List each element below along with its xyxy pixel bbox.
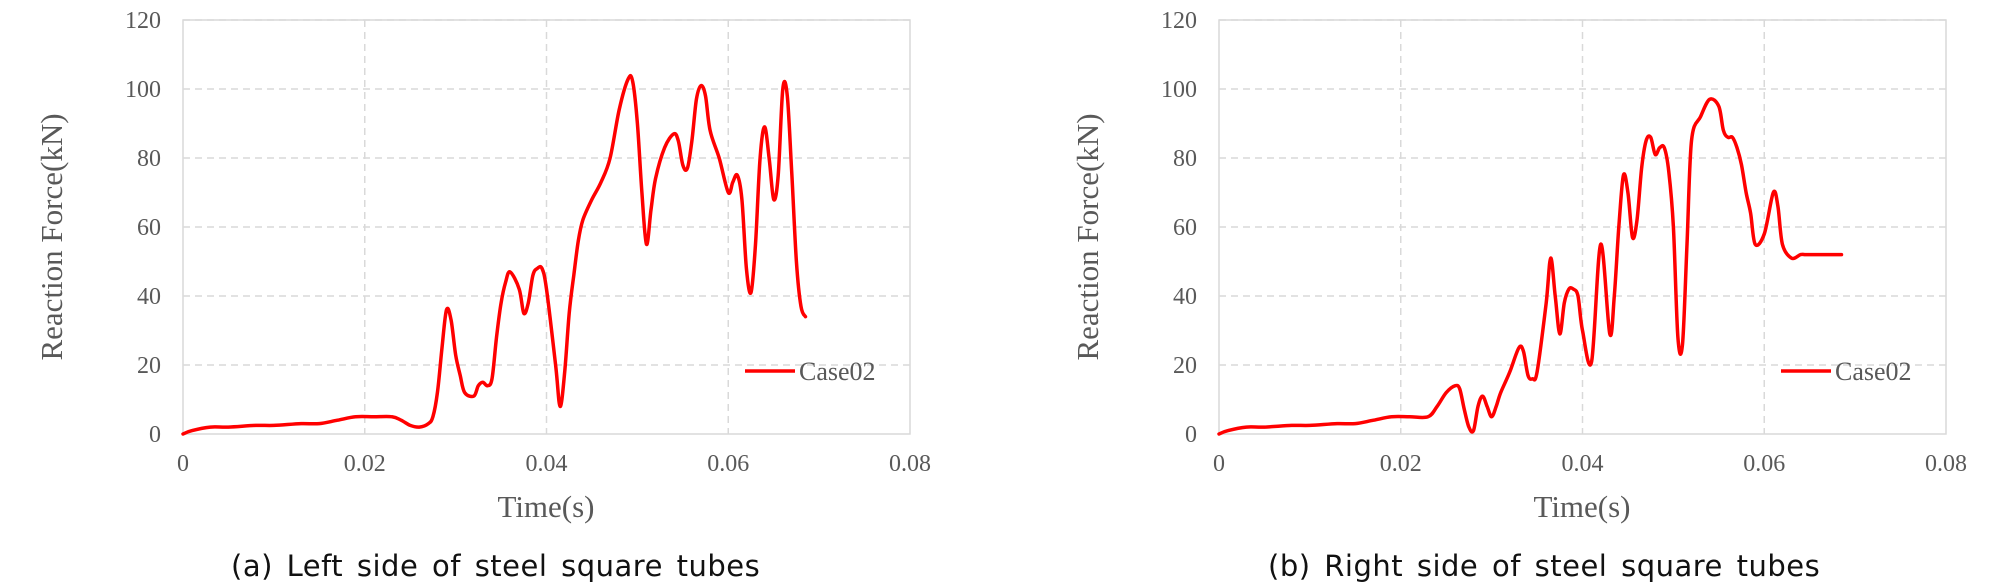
x-tick-label: 0.08 — [889, 451, 931, 477]
caption-right: (b) Right side of steel square tubes — [1268, 549, 1821, 583]
y-tick-label: 40 — [1173, 284, 1197, 310]
x-axis-label: Time(s) — [1533, 489, 1630, 524]
x-tick-label: 0.02 — [1380, 451, 1422, 477]
y-tick-label: 80 — [1173, 146, 1197, 172]
x-tick-label: 0.04 — [1562, 451, 1604, 477]
legend-label: Case02 — [799, 357, 876, 386]
y-axis-label: Reaction Force(kN) — [34, 113, 69, 360]
x-tick-label: 0.06 — [707, 451, 749, 477]
y-tick-label: 60 — [137, 215, 161, 241]
y-tick-label: 60 — [1173, 215, 1197, 241]
y-tick-label: 20 — [137, 353, 161, 379]
y-tick-label: 120 — [125, 8, 161, 34]
x-axis-label: Time(s) — [497, 489, 594, 524]
y-tick-label: 100 — [125, 77, 161, 103]
y-tick-label: 20 — [1173, 353, 1197, 379]
y-tick-label: 80 — [137, 146, 161, 172]
series-line-case02 — [1217, 97, 1844, 436]
y-tick-label: 0 — [1185, 422, 1197, 448]
y-tick-label: 100 — [1161, 77, 1197, 103]
chart-right: 0 20 40 60 80 100 120 0 0.02 0.04 0.06 0.08 Time(s) R… — [1070, 8, 1967, 524]
y-axis-label: Reaction Force(kN) — [1070, 113, 1105, 360]
x-tick-label: 0 — [1213, 451, 1225, 477]
caption-left: (a) Left side of steel square tubes — [231, 549, 761, 583]
y-tick-label: 40 — [137, 284, 161, 310]
legend-label: Case02 — [1835, 357, 1912, 386]
x-tick-label: 0.04 — [526, 451, 568, 477]
chart-left: 0 20 40 60 80 100 120 0 0.02 0.04 0.06 0.08 Time(s) R… — [34, 8, 931, 524]
y-tick-label: 0 — [149, 422, 161, 448]
x-tick-label: 0.02 — [344, 451, 386, 477]
series-line-case02 — [181, 74, 808, 436]
y-tick-label: 120 — [1161, 8, 1197, 34]
x-tick-label: 0 — [177, 451, 189, 477]
x-tick-label: 0.06 — [1743, 451, 1785, 477]
x-tick-label: 0.08 — [1925, 451, 1967, 477]
